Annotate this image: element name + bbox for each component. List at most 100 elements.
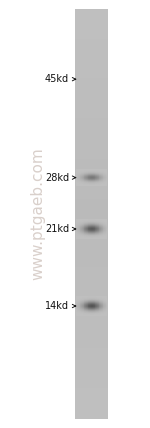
Bar bbox=[75, 30, 108, 32]
Bar bbox=[75, 40, 108, 42]
Bar bbox=[75, 191, 108, 192]
Bar bbox=[75, 311, 108, 312]
Bar bbox=[75, 254, 108, 255]
Bar bbox=[75, 354, 108, 355]
Bar bbox=[75, 328, 108, 329]
Bar bbox=[75, 253, 108, 254]
Bar bbox=[75, 20, 108, 21]
Bar bbox=[75, 43, 108, 44]
Bar bbox=[75, 42, 108, 43]
Bar bbox=[75, 373, 108, 374]
Bar bbox=[75, 129, 108, 131]
Bar bbox=[75, 326, 108, 328]
Bar bbox=[75, 208, 108, 210]
Bar bbox=[75, 248, 108, 250]
Bar bbox=[75, 393, 108, 395]
Bar bbox=[75, 180, 108, 181]
Bar bbox=[75, 88, 108, 89]
Bar bbox=[75, 404, 108, 406]
Bar bbox=[75, 157, 108, 158]
Bar bbox=[75, 140, 108, 141]
Bar bbox=[75, 377, 108, 378]
Bar bbox=[75, 236, 108, 237]
Bar bbox=[75, 302, 108, 303]
Bar bbox=[75, 25, 108, 27]
Bar bbox=[75, 47, 108, 48]
Bar bbox=[75, 54, 108, 55]
Bar bbox=[75, 37, 108, 39]
Bar bbox=[75, 125, 108, 126]
Bar bbox=[75, 288, 108, 289]
Bar bbox=[75, 333, 108, 335]
Bar bbox=[75, 205, 108, 206]
Bar bbox=[75, 403, 108, 404]
Bar bbox=[75, 96, 108, 98]
Bar bbox=[75, 337, 108, 339]
Bar bbox=[75, 321, 108, 322]
Bar bbox=[75, 117, 108, 118]
Bar bbox=[75, 109, 108, 110]
Bar bbox=[75, 103, 108, 104]
Bar bbox=[75, 274, 108, 276]
Bar bbox=[75, 66, 108, 68]
Bar bbox=[75, 210, 108, 211]
Bar bbox=[75, 243, 108, 244]
Bar bbox=[75, 134, 108, 136]
Bar bbox=[75, 214, 108, 215]
Bar bbox=[75, 351, 108, 352]
Bar bbox=[75, 240, 108, 241]
Bar bbox=[75, 417, 108, 418]
Bar bbox=[75, 244, 108, 246]
Bar bbox=[75, 159, 108, 160]
Bar bbox=[75, 118, 108, 119]
Bar bbox=[75, 98, 108, 99]
Bar bbox=[75, 360, 108, 362]
Bar bbox=[75, 339, 108, 340]
Bar bbox=[75, 277, 108, 278]
Bar bbox=[75, 399, 108, 400]
Bar bbox=[75, 93, 108, 95]
Bar bbox=[75, 280, 108, 281]
Bar bbox=[75, 11, 108, 13]
Bar bbox=[75, 141, 108, 143]
Bar bbox=[75, 352, 108, 354]
Bar bbox=[75, 335, 108, 336]
Bar bbox=[75, 61, 108, 62]
Bar bbox=[75, 318, 108, 319]
Bar bbox=[75, 284, 108, 285]
Bar bbox=[75, 258, 108, 259]
Bar bbox=[75, 132, 108, 133]
Bar bbox=[75, 314, 108, 315]
Bar bbox=[75, 158, 108, 159]
Bar bbox=[75, 362, 108, 363]
Bar bbox=[75, 217, 108, 218]
Bar bbox=[75, 163, 108, 165]
Bar bbox=[75, 347, 108, 348]
Bar bbox=[75, 400, 108, 401]
Bar bbox=[75, 195, 108, 196]
Bar bbox=[75, 74, 108, 76]
Bar bbox=[75, 304, 108, 306]
Bar bbox=[75, 263, 108, 265]
Text: www.ptgaeb.com: www.ptgaeb.com bbox=[30, 148, 45, 280]
Bar bbox=[75, 111, 108, 113]
Bar bbox=[75, 22, 108, 24]
Text: 28kd: 28kd bbox=[45, 172, 69, 183]
Bar bbox=[75, 139, 108, 140]
Bar bbox=[75, 148, 108, 150]
Bar bbox=[75, 33, 108, 35]
Bar bbox=[75, 307, 108, 309]
Bar bbox=[75, 410, 108, 411]
Bar bbox=[75, 278, 108, 280]
Bar bbox=[75, 211, 108, 213]
Bar bbox=[75, 48, 108, 50]
Bar bbox=[75, 369, 108, 370]
Bar bbox=[75, 84, 108, 85]
Bar bbox=[75, 381, 108, 383]
Bar bbox=[75, 294, 108, 295]
Bar bbox=[75, 15, 108, 17]
Bar bbox=[75, 222, 108, 223]
Bar bbox=[75, 309, 108, 310]
Bar bbox=[75, 225, 108, 226]
Bar bbox=[75, 81, 108, 83]
